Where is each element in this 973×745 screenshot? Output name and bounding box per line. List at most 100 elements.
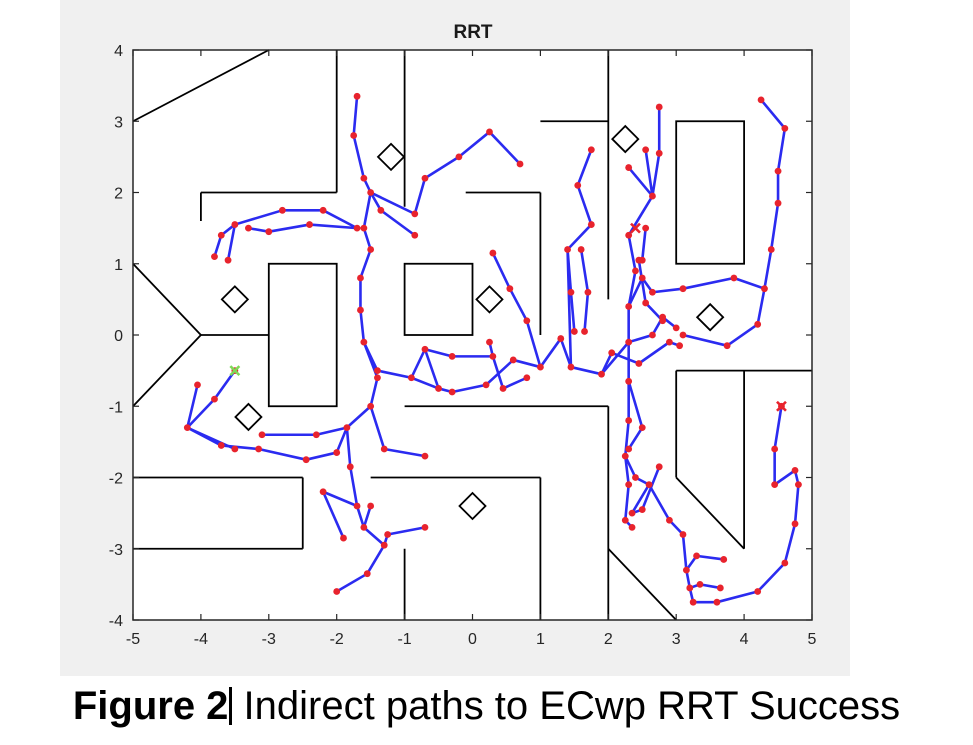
tree-edge (386, 526, 427, 536)
tree-edge (369, 191, 383, 212)
tree-edge (756, 287, 766, 326)
tree-edge (640, 226, 647, 262)
tree-edge (647, 483, 671, 522)
tree-edge (345, 404, 372, 429)
x-axis-ticks: -5 -4 -3 -2 -1 0 1 2 3 4 5 (126, 50, 817, 648)
tree-node (628, 509, 636, 517)
tree-node (682, 566, 690, 574)
goal-marker-stroke (630, 222, 641, 234)
tree-edge (186, 383, 199, 429)
tree-edge (369, 404, 386, 451)
tree-node (638, 256, 646, 264)
tree-node (258, 431, 266, 439)
tree-edge (569, 365, 603, 376)
x-tick-label: 0 (468, 631, 477, 648)
tree-edge (362, 504, 372, 529)
tree-node (245, 224, 252, 232)
tree-edge (627, 276, 644, 308)
tree-node (333, 449, 341, 456)
tree-node (795, 481, 802, 489)
tree-node (621, 516, 629, 524)
tree-edge (630, 483, 651, 515)
tree-node (489, 249, 497, 257)
tree-node (435, 385, 442, 392)
tree-node (625, 164, 633, 171)
tree-node (655, 149, 663, 157)
tree-node (353, 224, 361, 232)
x-tick-label: 3 (672, 631, 681, 648)
tree-node (506, 285, 514, 293)
tree-edge (681, 533, 688, 572)
tree-node (183, 424, 191, 432)
diamond-obstacles (220, 124, 725, 521)
tree-node (231, 445, 239, 453)
start-marker-stroke (229, 365, 241, 377)
tree-node (333, 588, 341, 595)
tree-edge (539, 337, 563, 369)
tree-edge (410, 347, 427, 380)
tree-edge (321, 490, 359, 508)
tree-node (516, 160, 524, 168)
start-marker (229, 365, 241, 377)
x-tick-label: -5 (126, 631, 140, 648)
tree-edge (627, 233, 637, 273)
tree-node (367, 246, 375, 253)
tree-edge (637, 258, 647, 305)
tree-node (679, 331, 687, 339)
obstacle-wall (675, 476, 745, 550)
tree-edge (321, 209, 359, 230)
tree-node (642, 146, 650, 154)
tree-edge (304, 451, 339, 461)
tree-node (672, 324, 680, 332)
tree-edge (644, 148, 654, 198)
x-tick-label: 5 (808, 631, 817, 648)
tree-node (217, 231, 225, 239)
tree-node (638, 424, 646, 432)
tree-edge (627, 166, 654, 198)
tree-node (689, 598, 697, 606)
obstacle-wall (132, 334, 202, 407)
tree-node (686, 584, 694, 592)
x-tick-label: 2 (604, 631, 613, 648)
tree-node (713, 598, 721, 606)
tree-node (367, 502, 375, 510)
tree-edge (186, 426, 237, 451)
tree-node (587, 146, 595, 154)
tree-node (781, 124, 789, 132)
x-tick-label: -4 (194, 631, 208, 648)
tree-node (509, 356, 517, 364)
x-tick-label: 4 (740, 631, 749, 648)
tree-node (635, 360, 643, 367)
tree-node (642, 299, 650, 307)
tree-node (231, 221, 239, 228)
tree-edge (348, 465, 359, 508)
tree-node (367, 402, 375, 410)
tree-node (306, 221, 313, 228)
tree-node (632, 267, 639, 275)
tree-node (771, 481, 779, 489)
tree-node (448, 388, 456, 396)
tree-edge (793, 483, 800, 526)
tree-node (574, 181, 582, 189)
y-tick-label: -3 (109, 542, 123, 559)
tree-node (523, 374, 531, 382)
tree-node (278, 206, 286, 214)
tree-node (693, 552, 700, 560)
tree-edge (640, 465, 661, 511)
tree-edge (226, 223, 237, 262)
tree-edge (681, 333, 729, 347)
tree-edge (423, 347, 454, 358)
y-tick-label: -4 (109, 613, 123, 630)
tree-edge (576, 148, 593, 187)
tree-node (638, 506, 646, 513)
tree-node (608, 349, 616, 357)
y-tick-label: -2 (109, 471, 123, 488)
tree-node (421, 523, 429, 531)
tree-node (659, 317, 667, 325)
tree-edge (579, 248, 590, 294)
obstacle-block (403, 262, 474, 336)
tree-node (407, 374, 415, 382)
tree-node (194, 381, 201, 389)
tree-edge (410, 376, 440, 390)
